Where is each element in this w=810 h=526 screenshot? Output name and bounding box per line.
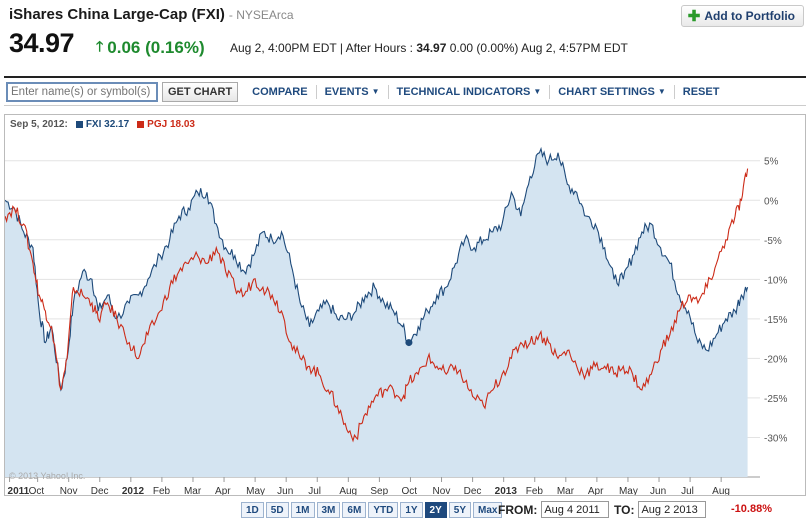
x-tick-label: Oct	[401, 486, 417, 495]
legend-date: Sep 5, 2012:	[10, 119, 68, 130]
x-tick-label: 2012	[122, 486, 145, 495]
caret-down-icon: ▼	[533, 87, 542, 96]
y-tick-label: -20%	[764, 354, 787, 365]
symbol-search-input[interactable]	[6, 81, 158, 102]
y-tick-label: -10%	[764, 275, 787, 286]
y-tick-label: 5%	[764, 157, 779, 168]
x-tick-label: Sep	[370, 486, 388, 495]
y-tick-label: 0%	[764, 196, 779, 207]
x-tick-label: 2011	[8, 486, 30, 495]
x-tick-label: Jun	[650, 486, 666, 495]
hover-marker	[405, 339, 413, 347]
range-button-2y[interactable]: 2Y	[424, 502, 447, 518]
chart-legend: Sep 5, 2012: FXI 32.17 PGJ 18.03	[10, 119, 195, 130]
x-tick-label: Feb	[526, 486, 544, 495]
add-to-portfolio-button[interactable]: ✚ Add to Portfolio	[680, 5, 804, 27]
price-change: 🡑 0.06 (0.16%)	[96, 36, 205, 60]
range-button-5y[interactable]: 5Y	[448, 502, 472, 518]
range-button-5d[interactable]: 5D	[265, 502, 289, 518]
technical-indicators-menu[interactable]: TECHNICAL INDICATORS ▼	[389, 84, 551, 99]
x-tick-label: Nov	[60, 486, 78, 495]
x-tick-label: Jun	[277, 486, 293, 495]
pgj-swatch-icon	[137, 120, 145, 128]
range-button-1m[interactable]: 1M	[290, 502, 315, 518]
range-selector: 1D 5D 1M 3M 6M YTD 1Y 2Y 5Y Max	[241, 502, 503, 518]
range-percent-change: -10.88%	[731, 503, 772, 515]
x-tick-label: Oct	[29, 486, 45, 495]
x-tick-label: Apr	[215, 486, 231, 495]
plus-icon: ✚	[687, 7, 701, 25]
caret-down-icon: ▼	[657, 87, 666, 96]
x-tick-label: Dec	[464, 486, 482, 495]
series-line-pgj	[5, 168, 749, 443]
x-tick-label: Jul	[308, 486, 321, 495]
get-chart-button[interactable]: GET CHART	[162, 81, 239, 102]
price-chart: 5%0%-5%-10%-15%-20%-25%-30%2011 Oct Nov Dec…	[5, 146, 787, 495]
fxi-swatch-icon	[75, 120, 83, 128]
x-tick-label: May	[619, 486, 638, 495]
events-menu[interactable]: EVENTS ▼	[317, 84, 389, 99]
x-tick-label: Aug	[712, 486, 730, 495]
chart-settings-menu[interactable]: CHART SETTINGS ▼	[550, 84, 675, 99]
range-button-ytd[interactable]: YTD	[368, 502, 399, 518]
y-tick-label: -15%	[764, 315, 787, 326]
x-tick-label: Jul	[681, 486, 694, 495]
from-date-input[interactable]	[541, 501, 610, 518]
x-tick-label: Feb	[153, 486, 171, 495]
range-button-1y[interactable]: 1Y	[400, 502, 423, 518]
page-title: iShares China Large-Cap (FXI) - NYSEArca	[9, 6, 294, 23]
from-date-control: FROM:	[498, 501, 610, 518]
x-tick-label: Dec	[91, 486, 109, 495]
caret-down-icon: ▼	[371, 87, 380, 96]
range-button-3m[interactable]: 3M	[316, 502, 341, 518]
to-date-input[interactable]	[638, 501, 707, 518]
to-date-control: TO:	[614, 501, 707, 518]
last-price: 34.97	[9, 28, 75, 58]
chart-area[interactable]: 5% 0% -5% -10% -15% -20% -25% -30% 2011 Oct Nov Dec…	[4, 114, 806, 496]
y-tick-label: -5%	[764, 236, 782, 247]
chart-toolbar: GET CHART COMPARE EVENTS▼ TECHNICAL INDI…	[4, 76, 806, 106]
range-button-6m[interactable]: 6M	[342, 502, 367, 518]
legend-fxi: FXI 32.17	[75, 119, 129, 130]
exchange-label: - NYSEArca	[228, 8, 294, 22]
legend-pgj: PGJ 18.03	[137, 119, 195, 130]
y-tick-label: -25%	[764, 394, 787, 405]
series-area-fxi	[5, 148, 748, 478]
x-tick-label: May	[246, 486, 265, 495]
after-hours-price: 34.97	[416, 41, 447, 55]
x-tick-label: Mar	[184, 486, 202, 495]
range-button-max[interactable]: Max	[473, 502, 503, 518]
arrow-up-icon: 🡑	[96, 38, 104, 54]
reset-button[interactable]: RESET	[682, 85, 720, 98]
x-tick-label: Aug	[339, 486, 357, 495]
x-tick-label: 2013	[495, 486, 518, 495]
copyright: © 2013 Yahoo! Inc.	[9, 471, 86, 481]
y-tick-label: -30%	[764, 433, 787, 444]
x-tick-label: Apr	[588, 486, 604, 495]
x-tick-label: Mar	[557, 486, 575, 495]
quote-meta: Aug 2, 4:00PM EDT | After Hours : 34.97 …	[230, 41, 628, 55]
compare-button[interactable]: COMPARE	[244, 84, 317, 99]
range-button-1d[interactable]: 1D	[241, 502, 264, 518]
x-tick-label: Nov	[433, 486, 451, 495]
